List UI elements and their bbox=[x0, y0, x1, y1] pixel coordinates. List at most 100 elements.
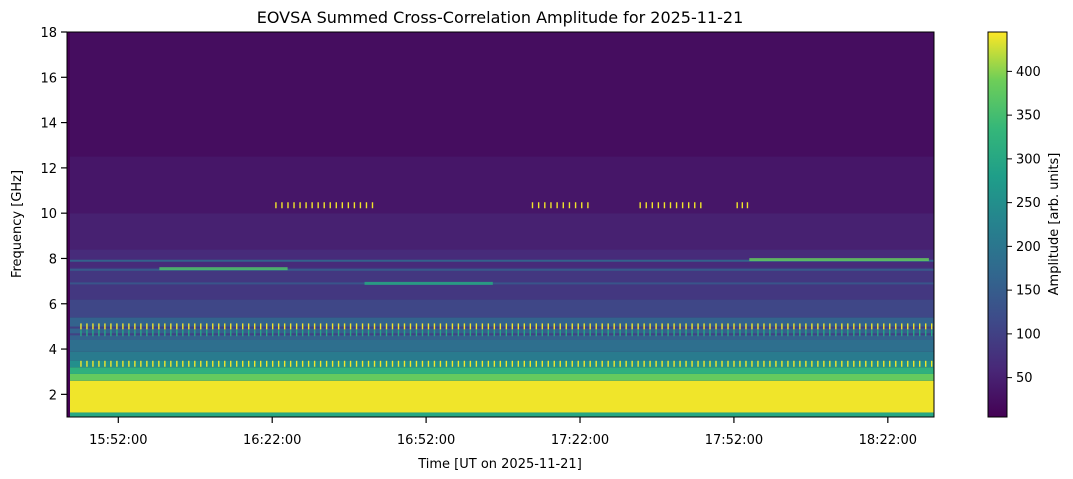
rfi-mark bbox=[487, 360, 490, 367]
rfi-mark bbox=[823, 330, 825, 337]
rfi-mark bbox=[613, 330, 615, 337]
rfi-mark bbox=[463, 360, 466, 367]
rfi-mark bbox=[134, 323, 136, 330]
rfi-mark bbox=[469, 360, 472, 367]
rfi-mark bbox=[595, 323, 597, 330]
rfi-mark bbox=[595, 330, 597, 337]
rfi-mark bbox=[691, 323, 693, 330]
rfi-mark bbox=[793, 330, 795, 337]
rfi-mark bbox=[116, 360, 118, 367]
rfi-mark bbox=[391, 330, 394, 337]
frequency-band bbox=[67, 373, 934, 381]
rfi-mark bbox=[415, 323, 418, 330]
rfi-mark bbox=[859, 323, 861, 330]
rfi-mark bbox=[817, 360, 819, 367]
rfi-mark bbox=[741, 202, 744, 209]
rfi-mark bbox=[140, 330, 142, 337]
rfi-mark bbox=[673, 360, 675, 367]
colorbar-axis: 50 100 150 200 250 300 350 400 bbox=[1007, 65, 1041, 386]
rfi-mark bbox=[655, 360, 657, 367]
rfi-mark bbox=[649, 330, 651, 337]
rfi-mark bbox=[895, 330, 897, 337]
rfi-mark bbox=[537, 202, 540, 209]
rfi-mark bbox=[283, 323, 286, 330]
rfi-mark bbox=[739, 360, 741, 367]
rfi-mark bbox=[663, 202, 666, 209]
rfi-burst bbox=[736, 202, 749, 209]
rfi-mark bbox=[164, 323, 166, 330]
rfi-mark bbox=[367, 360, 370, 367]
rfi-mark bbox=[541, 360, 543, 367]
rfi-mark bbox=[562, 202, 564, 209]
rfi-mark bbox=[871, 323, 873, 330]
rfi-mark bbox=[365, 202, 368, 209]
rfi-mark bbox=[305, 202, 307, 209]
rfi-mark bbox=[901, 323, 903, 330]
rfi-mark bbox=[182, 323, 184, 330]
rfi-mark bbox=[715, 360, 717, 367]
rfi-mark bbox=[511, 323, 514, 330]
rfi-mark bbox=[583, 323, 585, 330]
rfi-mark bbox=[146, 323, 148, 330]
rfi-mark bbox=[645, 202, 647, 209]
y-tick-label: 12 bbox=[40, 162, 57, 177]
rfi-mark bbox=[427, 330, 430, 337]
rfi-mark bbox=[715, 330, 717, 337]
x-axis: 15:52:00 16:22:00 16:52:00 17:22:00 17:52:00… bbox=[89, 417, 917, 448]
rfi-mark bbox=[319, 360, 322, 367]
rfi-mark bbox=[206, 360, 208, 367]
rfi-mark bbox=[787, 330, 789, 337]
rfi-mark bbox=[487, 323, 490, 330]
rfi-mark bbox=[499, 323, 502, 330]
rfi-mark bbox=[829, 330, 831, 337]
rfi-mark bbox=[487, 330, 490, 337]
rfi-mark bbox=[757, 330, 759, 337]
rfi-mark bbox=[601, 330, 603, 337]
rfi-mark bbox=[355, 360, 358, 367]
rfi-mark bbox=[469, 323, 472, 330]
rfi-mark bbox=[553, 330, 555, 337]
rfi-mark bbox=[511, 330, 514, 337]
rfi-mark bbox=[439, 330, 442, 337]
rfi-mark bbox=[847, 360, 849, 367]
rfi-mark bbox=[134, 360, 136, 367]
rfi-mark bbox=[248, 330, 250, 337]
rfi-mark bbox=[559, 360, 561, 367]
rfi-mark bbox=[295, 323, 298, 330]
rfi-mark bbox=[403, 323, 406, 330]
rfi-mark bbox=[373, 330, 376, 337]
rfi-mark bbox=[355, 323, 358, 330]
rfi-mark bbox=[80, 360, 82, 367]
rfi-mark bbox=[122, 323, 124, 330]
x-tick-label: 17:52:00 bbox=[705, 433, 763, 448]
rfi-mark bbox=[325, 330, 328, 337]
rfi-mark bbox=[230, 360, 232, 367]
rfi-mark bbox=[661, 330, 663, 337]
rfi-mark bbox=[889, 360, 891, 367]
rfi-mark bbox=[293, 202, 295, 209]
rfi-mark bbox=[649, 323, 651, 330]
rfi-mark bbox=[140, 360, 142, 367]
rfi-mark bbox=[781, 323, 783, 330]
rfi-mark bbox=[188, 323, 190, 330]
rfi-mark bbox=[379, 323, 382, 330]
rfi-mark bbox=[337, 360, 340, 367]
rfi-mark bbox=[122, 360, 124, 367]
rfi-mark bbox=[116, 323, 118, 330]
rfi-mark bbox=[571, 360, 573, 367]
rfi-mark bbox=[631, 323, 633, 330]
rfi-mark bbox=[391, 360, 394, 367]
rfi-mark bbox=[367, 323, 370, 330]
rfi-mark bbox=[775, 323, 777, 330]
y-tick-label: 6 bbox=[49, 298, 57, 313]
rfi-mark bbox=[110, 360, 112, 367]
rfi-mark bbox=[331, 330, 334, 337]
rfi-mark bbox=[865, 330, 867, 337]
rfi-mark bbox=[254, 323, 256, 330]
rfi-mark bbox=[913, 360, 915, 367]
rfi-mark bbox=[685, 360, 687, 367]
rfi-mark bbox=[212, 360, 214, 367]
rfi-mark bbox=[335, 202, 337, 209]
rfi-mark bbox=[116, 330, 118, 337]
rfi-mark bbox=[643, 330, 645, 337]
